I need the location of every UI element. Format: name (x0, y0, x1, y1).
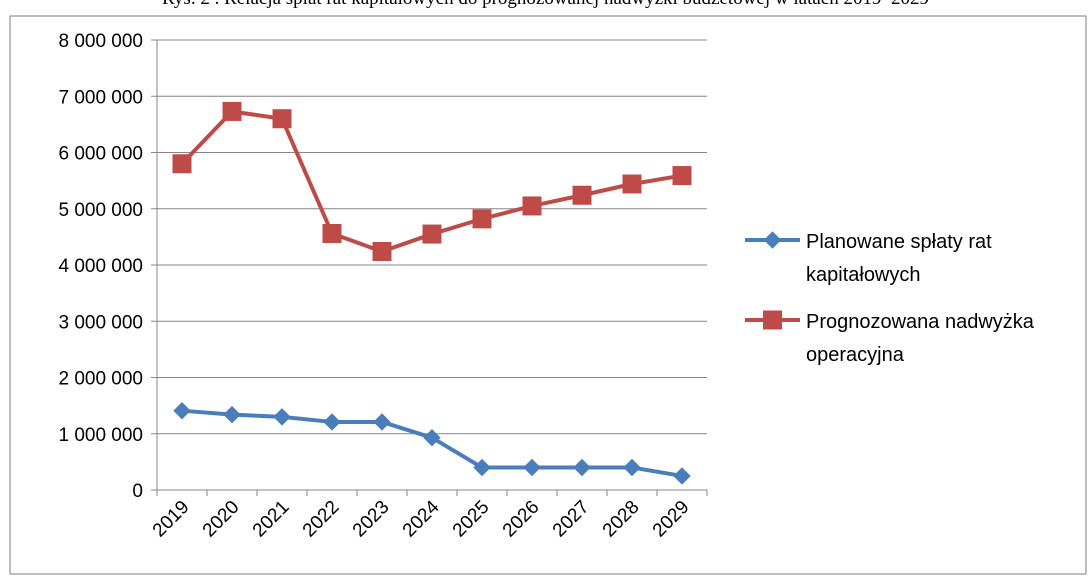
data-point-square (572, 185, 592, 205)
y-tick-label: 7 000 000 (58, 87, 143, 108)
data-point-diamond (673, 467, 691, 485)
y-tick-label: 2 000 000 (58, 369, 143, 390)
legend-entry-2: Prognozowana nadwyżka operacyjna (745, 310, 1035, 366)
data-point-diamond (323, 413, 341, 431)
data-point-square (763, 310, 782, 330)
data-point-diamond (373, 413, 391, 431)
series-2 (172, 101, 692, 261)
legend-label: Planowane spłaty rat (806, 231, 992, 253)
data-point-diamond (423, 428, 441, 447)
series-1 (173, 401, 691, 485)
y-axis-ticks: 0 1 000 000 2 000 000 3 000 000 4 000 000 5 0… (58, 31, 157, 502)
data-point-diamond (223, 405, 241, 424)
data-point-square (422, 224, 442, 244)
y-tick-label: 3 000 000 (58, 312, 143, 333)
y-tick-label: 0 (132, 481, 143, 502)
data-point-diamond (473, 458, 491, 477)
legend-label: kapitałowych (806, 264, 921, 286)
data-point-square (472, 209, 492, 229)
data-point-square (372, 242, 392, 261)
data-point-diamond (173, 401, 191, 420)
data-point-square (322, 224, 342, 243)
y-tick-label: 5 000 000 (58, 200, 143, 221)
y-tick-label: 8 000 000 (58, 31, 143, 52)
chart-border (9, 15, 1087, 575)
legend-label: operacyjna (806, 344, 905, 366)
data-point-square (272, 109, 292, 129)
data-point-square (522, 196, 542, 216)
data-point-square (672, 166, 692, 186)
data-point-square (172, 154, 192, 174)
legend-label: Prognozowana nadwyżka (806, 311, 1035, 333)
data-point-diamond (273, 408, 291, 426)
data-point-square (222, 101, 242, 121)
legend-entry-1: Planowane spłaty rat kapitałowych (745, 231, 992, 286)
figure-caption: Rys. 2 . Relacja spłat rat kapitałowych … (0, 0, 1091, 10)
data-point-diamond (523, 458, 541, 477)
data-point-diamond (573, 458, 591, 477)
series-group (172, 101, 692, 485)
y-tick-label: 4 000 000 (58, 256, 143, 277)
data-point-diamond (763, 231, 782, 249)
legend: Planowane spłaty rat kapitałowych Prognozo… (745, 231, 1035, 366)
y-tick-label: 6 000 000 (58, 144, 143, 165)
y-tick-label: 1 000 000 (58, 425, 143, 446)
data-point-square (622, 174, 642, 194)
data-point-diamond (623, 458, 641, 477)
